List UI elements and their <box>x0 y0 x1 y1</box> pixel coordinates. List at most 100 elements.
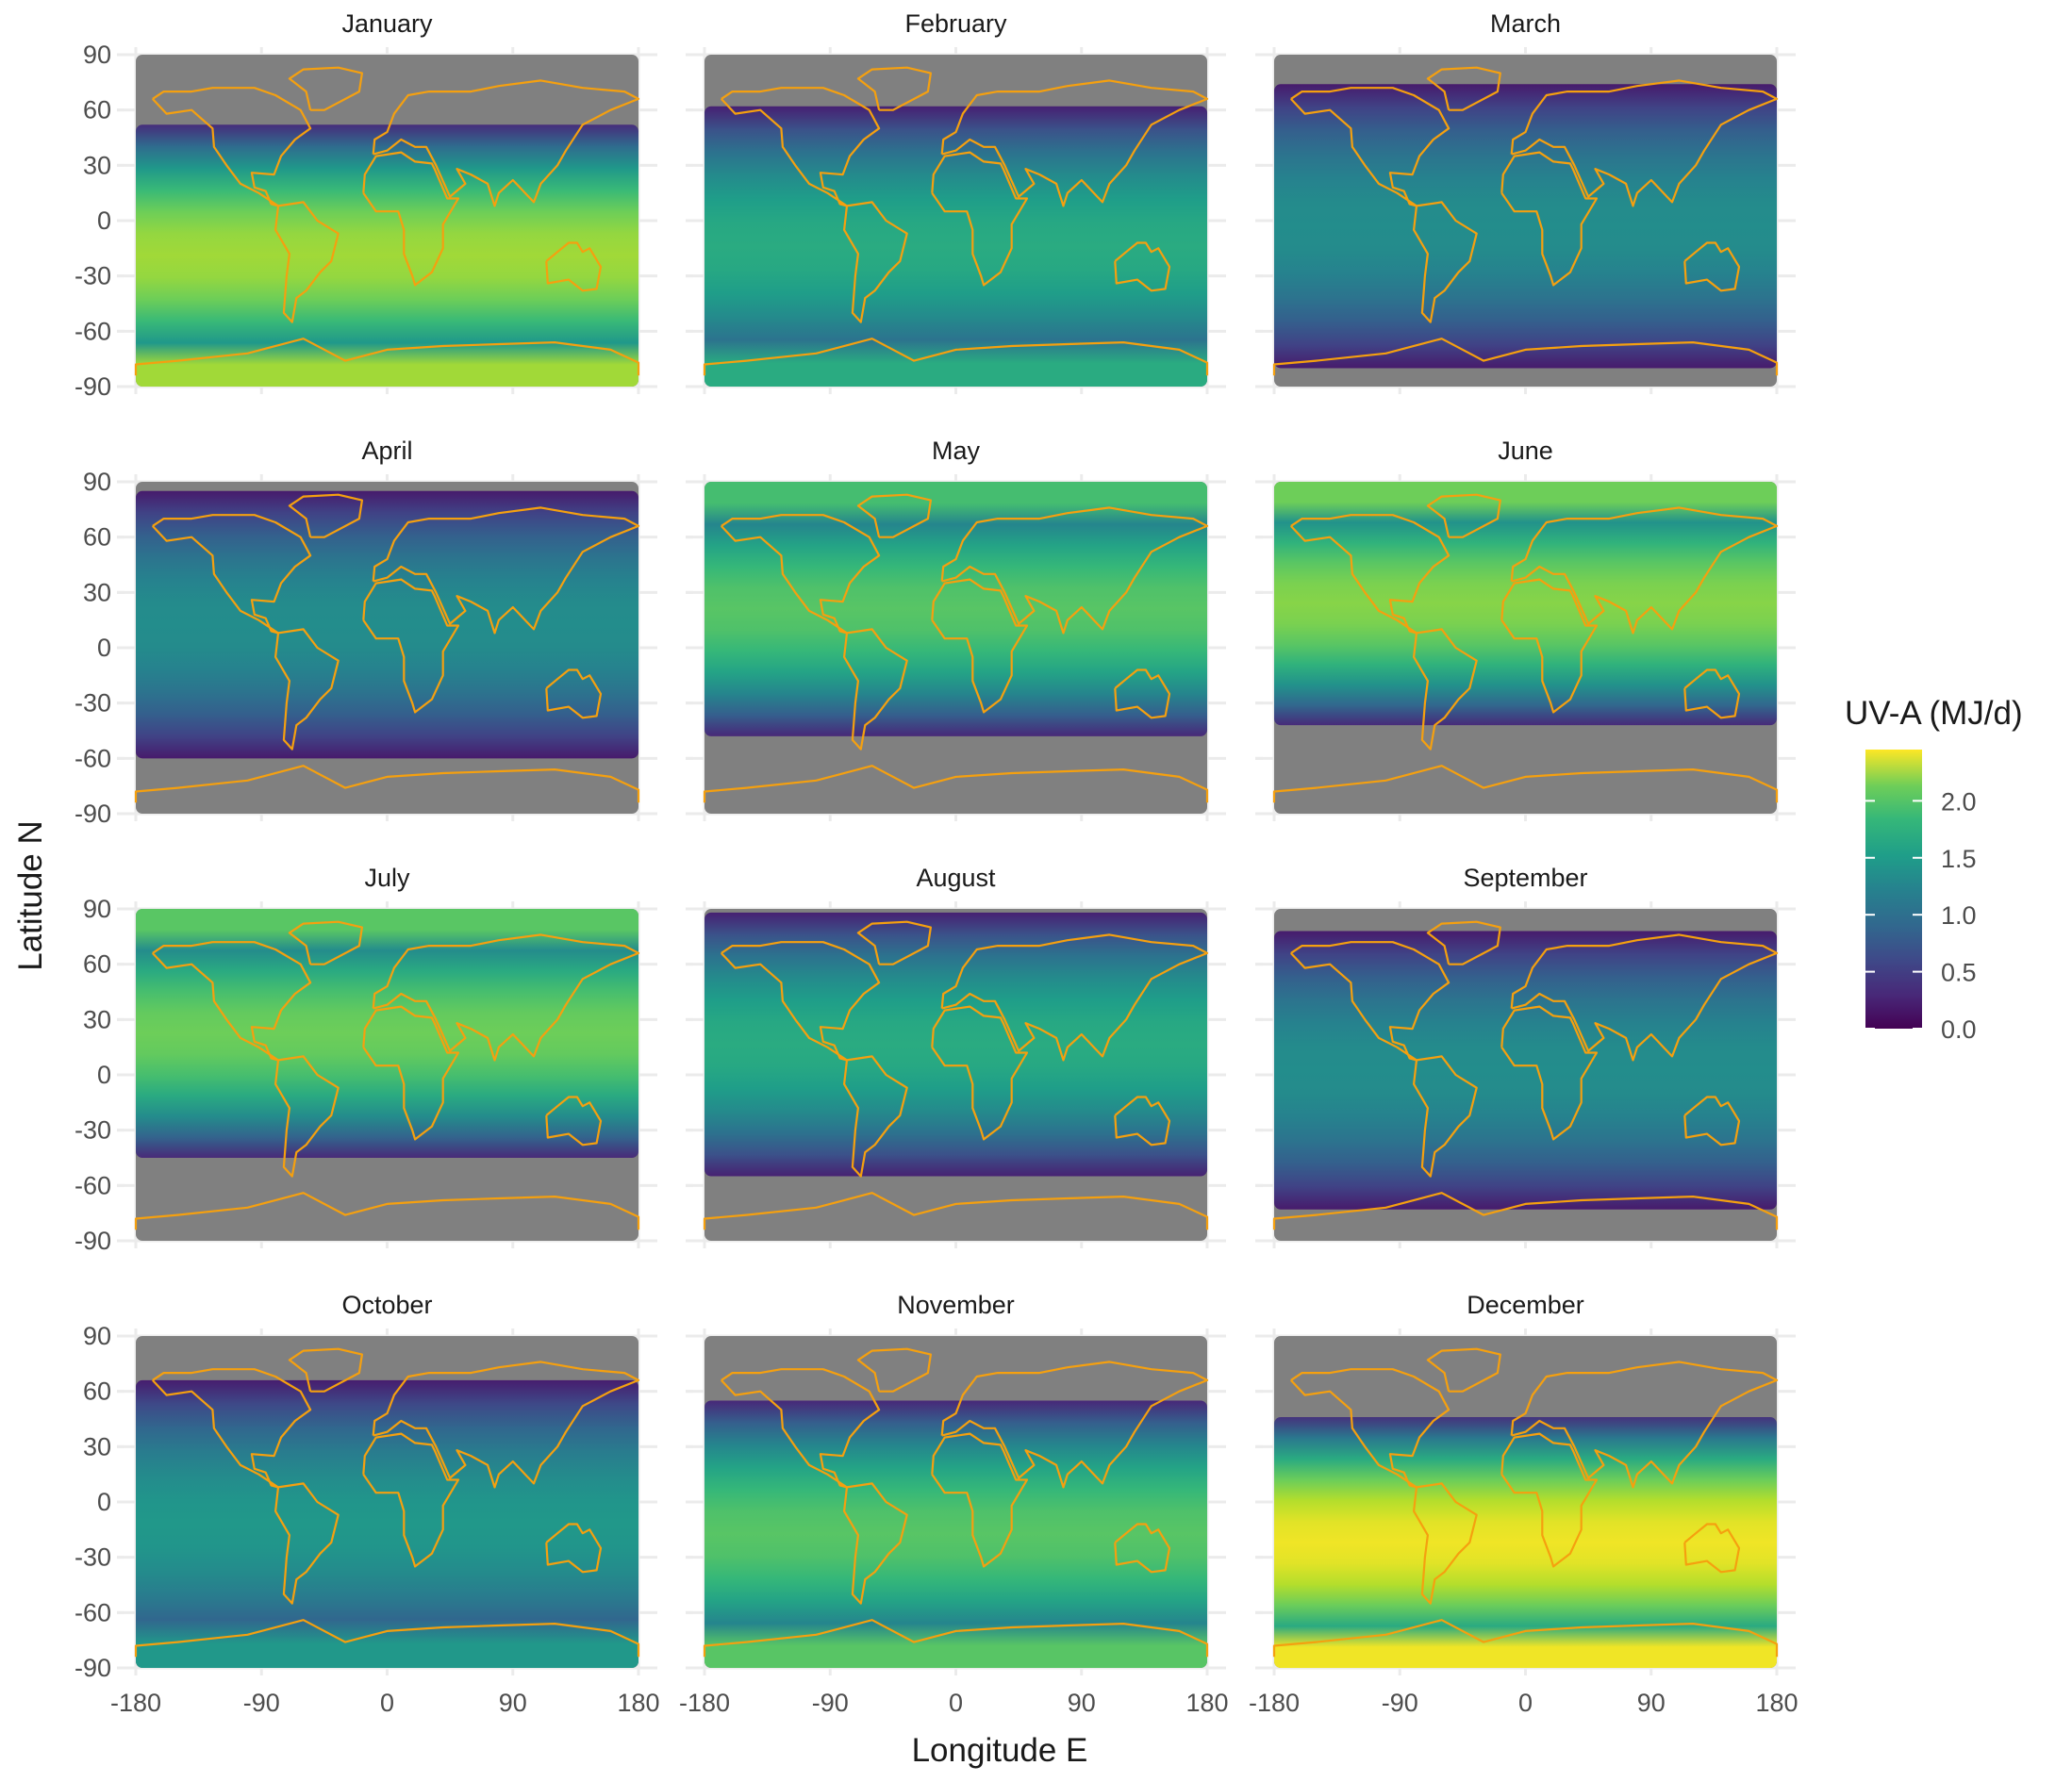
y-tick-label: -30 <box>75 1116 111 1145</box>
panel-title: March <box>1490 9 1561 38</box>
y-tick-label: -90 <box>75 1227 111 1255</box>
panel-title: January <box>341 9 433 38</box>
outline-antarctica <box>703 1619 1209 1658</box>
x-tick-label: 90 <box>499 1689 527 1717</box>
panel-title: May <box>932 437 981 465</box>
outline-eurasia <box>372 1361 640 1489</box>
uva-field <box>1274 931 1777 1210</box>
uva-field <box>704 106 1207 387</box>
y-tick-label: 90 <box>83 1322 111 1350</box>
outline-antarctica <box>134 1192 640 1230</box>
outline-africa <box>1500 1432 1599 1568</box>
x-tick-label: 0 <box>1518 1689 1533 1717</box>
uva-field <box>704 482 1207 736</box>
color-legend: UV-A (MJ/d) 2.0 1.5 1.0 0.5 0.0 <box>1845 695 2023 1044</box>
outline-south-america <box>274 628 340 751</box>
uva-field <box>704 912 1207 1177</box>
y-tick-label: 90 <box>83 41 111 69</box>
outline-australia <box>1683 241 1741 292</box>
panel-title: February <box>904 9 1007 38</box>
outline-greenland <box>1426 1347 1501 1393</box>
map-panel-february: February <box>686 9 1226 394</box>
panel-title: December <box>1467 1291 1584 1319</box>
y-tick-label: -90 <box>75 1654 111 1682</box>
outline-greenland <box>1426 493 1501 538</box>
y-tick-label: 30 <box>83 151 111 179</box>
x-tick-label: -180 <box>110 1689 161 1717</box>
outline-north-america <box>1289 87 1450 207</box>
y-tick-label: -60 <box>75 744 111 772</box>
outline-north-america <box>1289 941 1450 1062</box>
x-tick-label: 90 <box>1068 1689 1096 1717</box>
outline-africa <box>1500 1005 1599 1141</box>
outline-north-america <box>720 87 881 207</box>
outline-north-america <box>151 941 312 1062</box>
x-tick-label: 0 <box>380 1689 394 1717</box>
outline-eurasia <box>1510 506 1779 635</box>
outline-greenland <box>1426 66 1501 111</box>
outline-australia <box>1114 1523 1171 1574</box>
panel-title: April <box>361 437 412 465</box>
outline-greenland <box>288 66 363 111</box>
y-tick-label: 60 <box>83 1378 111 1406</box>
outline-eurasia <box>1510 79 1779 207</box>
outline-south-america <box>1412 201 1478 323</box>
outline-antarctica <box>134 1619 640 1658</box>
map-panel-july: July 90 60 30 0 -30 -60 -90 <box>75 864 657 1255</box>
uva-field <box>136 909 638 1158</box>
uva-field <box>136 490 638 759</box>
y-tick-label: -30 <box>75 262 111 290</box>
legend-colorbar <box>1865 750 1922 1029</box>
outline-africa <box>362 578 460 714</box>
map-panel-september: September <box>1255 864 1796 1248</box>
y-tick-label: 0 <box>97 634 111 662</box>
outline-south-america <box>1412 628 1478 751</box>
outline-north-america <box>151 1368 312 1489</box>
outline-africa <box>931 151 1029 287</box>
uva-field <box>136 124 638 388</box>
y-tick-label: -30 <box>75 1543 111 1572</box>
outline-south-america <box>842 1055 908 1178</box>
x-tick-label: -90 <box>243 1689 280 1717</box>
x-tick-label: 180 <box>1185 1689 1228 1717</box>
uva-field <box>1274 482 1777 726</box>
x-tick-label: -180 <box>679 1689 730 1717</box>
outline-north-america <box>1289 1368 1450 1489</box>
y-axis-title: Latitude N <box>12 820 49 971</box>
outline-north-america <box>720 514 881 635</box>
outline-antarctica <box>1272 765 1779 803</box>
outline-greenland <box>856 1347 933 1393</box>
legend-tick-label: 1.0 <box>1941 901 1977 930</box>
y-tick-label: 0 <box>97 206 111 235</box>
panel-title: September <box>1463 864 1587 892</box>
outline-australia <box>545 668 603 719</box>
x-tick-label: 180 <box>617 1689 659 1717</box>
outline-antarctica <box>134 765 640 803</box>
uva-field <box>136 1379 638 1668</box>
outline-eurasia <box>1510 933 1779 1062</box>
outline-africa <box>931 1005 1029 1141</box>
legend-ticks: 2.0 1.5 1.0 0.5 0.0 <box>1865 787 1977 1044</box>
outline-greenland <box>288 493 363 538</box>
map-panel-december: December -180 -90 0 90 180 <box>1249 1291 1798 1717</box>
outline-south-america <box>842 201 908 323</box>
panel-title: August <box>916 864 996 892</box>
y-tick-label: 90 <box>83 895 111 923</box>
outline-eurasia <box>940 79 1209 207</box>
outline-antarctica <box>1272 1192 1779 1230</box>
map-panel-march: March <box>1255 9 1796 394</box>
outline-eurasia <box>372 506 640 635</box>
outline-eurasia <box>940 933 1209 1062</box>
outline-africa <box>362 1432 460 1568</box>
map-panel-june: June <box>1255 437 1796 821</box>
outline-africa <box>931 1432 1029 1568</box>
facet-panels: January 90 60 30 0 -30 -60 -90 February March Apri… <box>75 9 1798 1717</box>
outline-antarctica <box>703 1192 1209 1230</box>
panel-title: November <box>897 1291 1015 1319</box>
y-tick-label: -60 <box>75 1171 111 1199</box>
outline-africa <box>362 1005 460 1141</box>
outline-north-america <box>151 514 312 635</box>
outline-south-america <box>1412 1055 1478 1178</box>
map-panel-january: January 90 60 30 0 -30 -60 -90 <box>75 9 657 401</box>
outline-greenland <box>856 920 933 965</box>
